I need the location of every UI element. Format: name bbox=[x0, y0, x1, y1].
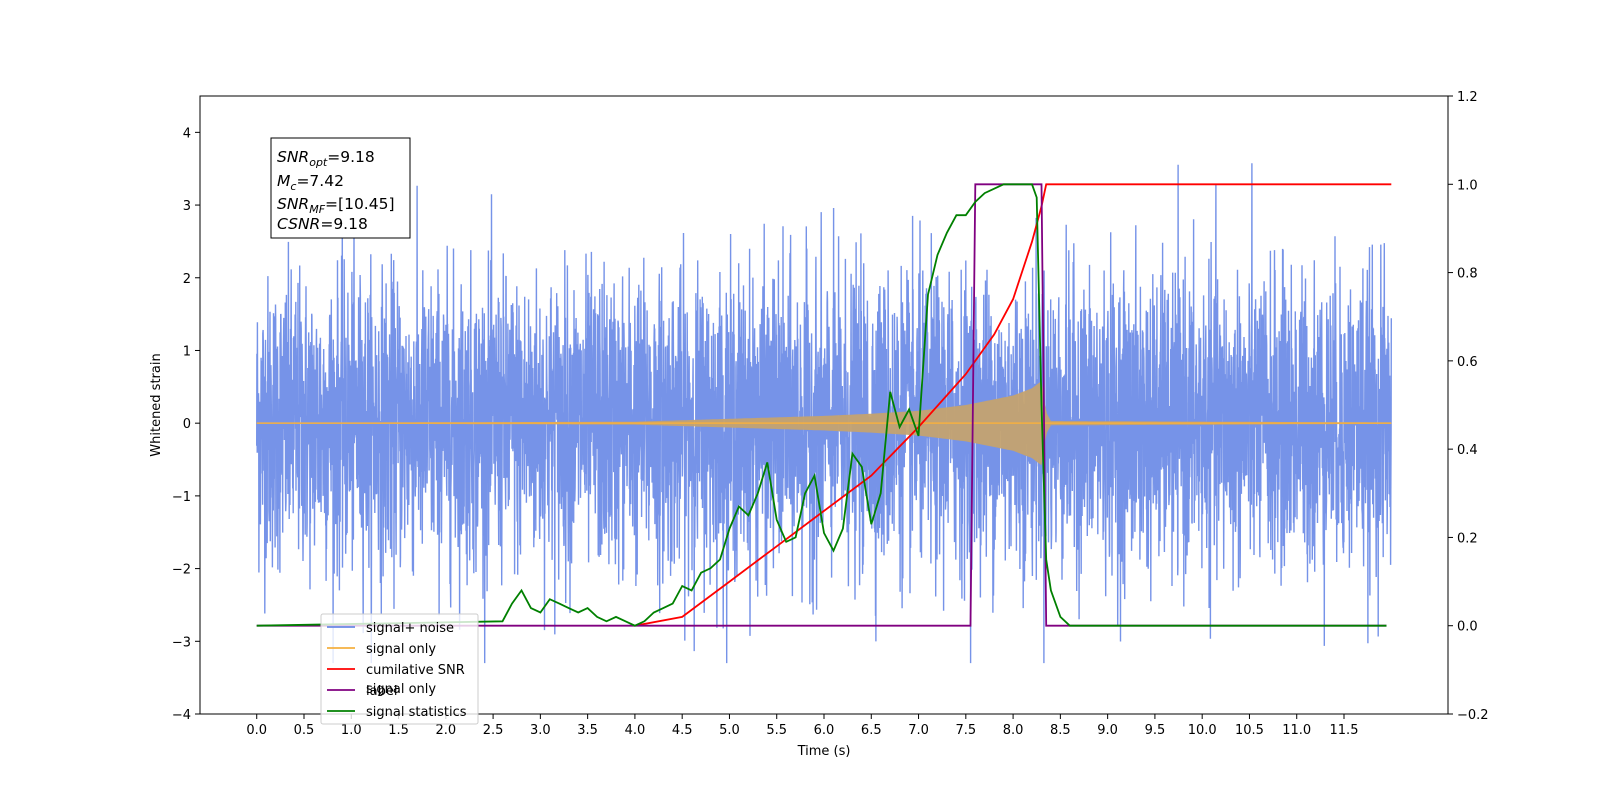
x-axis-ticks: 0.0 0.5 1.0 1.5 2.0 2.5 3.0 3.5 4.0 4.5 5.0 5.5 6.0 6… bbox=[246, 714, 1358, 738]
y-tick-label: 1 bbox=[183, 344, 191, 359]
legend-label: signal+ noise bbox=[366, 621, 454, 636]
x-tick-label: 10.0 bbox=[1188, 723, 1217, 738]
y2-tick-label: −0.2 bbox=[1457, 708, 1489, 723]
x-tick-label: 9.5 bbox=[1145, 723, 1166, 738]
right-axis-series bbox=[256, 183, 1392, 627]
x-tick-label: 10.5 bbox=[1235, 723, 1264, 738]
x-tick-label: 6.0 bbox=[814, 723, 835, 738]
signal-noise-line bbox=[256, 163, 1392, 664]
svg-text:Mc=7.42: Mc=7.42 bbox=[277, 172, 344, 193]
legend-label: signal statistics bbox=[366, 705, 467, 720]
y2-tick-label: 0.8 bbox=[1457, 267, 1478, 282]
x-tick-label: 11.0 bbox=[1282, 723, 1311, 738]
legend-label: signal only bbox=[366, 642, 436, 657]
x-tick-label: 0.0 bbox=[246, 723, 267, 738]
y-tick-label: −2 bbox=[172, 563, 191, 578]
x-tick-label: 8.5 bbox=[1050, 723, 1071, 738]
x-tick-label: 9.0 bbox=[1097, 723, 1118, 738]
x-axis-label: Time (s) bbox=[797, 744, 851, 759]
y-axis-ticks: 4 3 2 1 0 −1 −2 −3 −4 bbox=[172, 126, 200, 723]
legend-label: cumilative SNR bbox=[366, 663, 465, 678]
x-tick-label: 6.5 bbox=[861, 723, 882, 738]
y-tick-label: 0 bbox=[183, 417, 191, 432]
x-tick-label: 0.5 bbox=[294, 723, 315, 738]
svg-text:SNRopt=9.18: SNRopt=9.18 bbox=[277, 148, 375, 169]
x-tick-label: 8.0 bbox=[1003, 723, 1024, 738]
y-tick-label: −1 bbox=[172, 490, 191, 505]
svg-text:SNRMF=[10.45]: SNRMF=[10.45] bbox=[277, 195, 395, 216]
x-tick-label: 3.5 bbox=[577, 723, 598, 738]
x-tick-label: 1.0 bbox=[341, 723, 362, 738]
x-tick-label: 4.0 bbox=[625, 723, 646, 738]
y-axis-label: Whitened strain bbox=[149, 353, 164, 456]
info-box: SNRopt=9.18 Mc=7.42 SNRMF=[10.45] CSNR=9… bbox=[270, 137, 411, 239]
y2-tick-label: 0.4 bbox=[1457, 443, 1478, 458]
y2-axis-ticks: 1.2 1.0 0.8 0.6 0.4 0.2 0.0 −0.2 bbox=[1448, 90, 1489, 723]
x-tick-label: 7.5 bbox=[955, 723, 976, 738]
y-tick-label: −3 bbox=[172, 635, 191, 650]
y-tick-label: −4 bbox=[172, 708, 191, 723]
x-tick-label: 5.0 bbox=[719, 723, 740, 738]
signal-only-series bbox=[256, 381, 1392, 466]
x-tick-label: 7.0 bbox=[908, 723, 929, 738]
x-tick-label: 2.0 bbox=[435, 723, 456, 738]
x-tick-label: 1.5 bbox=[388, 723, 409, 738]
x-tick-label: 5.5 bbox=[766, 723, 787, 738]
y2-tick-label: 0.0 bbox=[1457, 620, 1478, 635]
y-tick-label: 2 bbox=[183, 272, 191, 287]
legend-overlap-text: signal only bbox=[366, 682, 436, 697]
y-tick-label: 4 bbox=[183, 126, 191, 141]
y-tick-label: 3 bbox=[183, 199, 191, 214]
y2-tick-label: 0.2 bbox=[1457, 531, 1478, 546]
legend: signal+ noise signal only cumilative SNR si… bbox=[320, 613, 479, 725]
series-line-cumilative-snr bbox=[634, 183, 1392, 627]
signal-noise-series bbox=[256, 163, 1392, 664]
x-tick-label: 3.0 bbox=[530, 723, 551, 738]
x-tick-label: 11.5 bbox=[1330, 723, 1359, 738]
series-line-signal-statistics bbox=[256, 183, 1387, 627]
y2-tick-label: 0.6 bbox=[1457, 355, 1478, 370]
y2-tick-label: 1.2 bbox=[1457, 90, 1478, 105]
y2-tick-label: 1.0 bbox=[1457, 178, 1478, 193]
x-tick-label: 2.5 bbox=[483, 723, 504, 738]
svg-text:CSNR=9.18: CSNR=9.18 bbox=[277, 215, 368, 233]
x-tick-label: 4.5 bbox=[672, 723, 693, 738]
legend-label: label bbox=[366, 684, 397, 699]
